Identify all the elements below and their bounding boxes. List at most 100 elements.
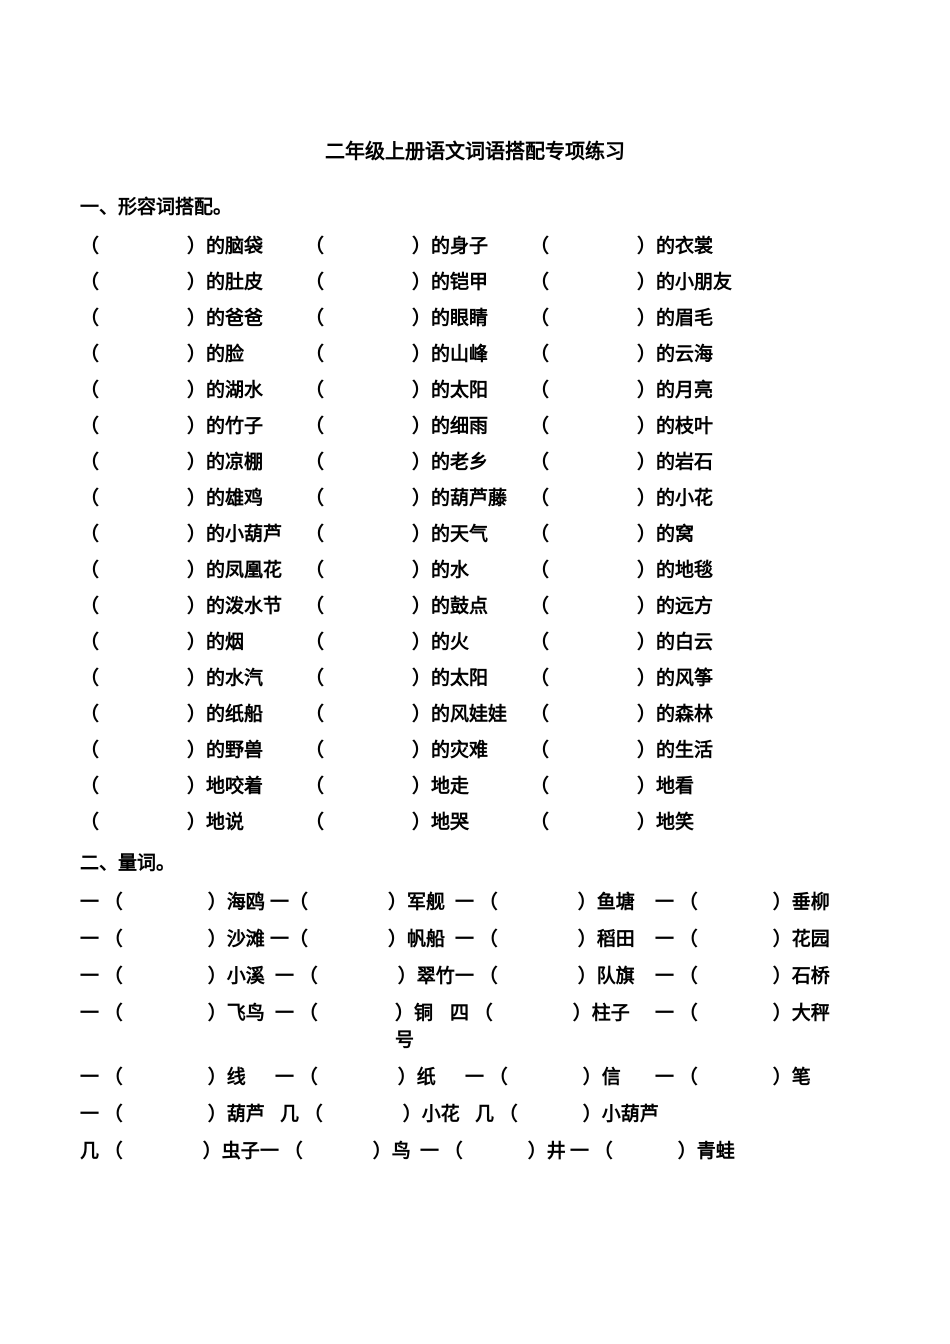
measure-noun: ）沙滩 xyxy=(208,924,265,951)
adj-row: （）的脸（）的山峰（）的云海 xyxy=(80,339,870,366)
measure-row: 几 （）虫子一 （）鸟一 （）井一 （）青蛙 xyxy=(80,1136,870,1163)
measure-noun: ）小溪 xyxy=(208,961,265,988)
adj-suffix: ）的月亮 xyxy=(637,375,713,402)
measure-noun: ）笔 xyxy=(773,1062,811,1089)
measure-noun: ）鱼塘 xyxy=(578,887,635,914)
left-paren: （ xyxy=(80,483,92,510)
measure-noun: ）队旗 xyxy=(578,961,635,988)
adj-suffix: ）的纸船 xyxy=(187,699,263,726)
left-paren: （ xyxy=(305,375,317,402)
left-paren: （ xyxy=(305,447,317,474)
adj-suffix: ）的岩石 xyxy=(637,447,713,474)
measure-noun: ）小花 xyxy=(403,1099,460,1126)
adj-cell: （ ）的湖水 xyxy=(80,375,305,402)
measure-cell: 一 （）青蛙 xyxy=(570,1136,750,1163)
left-paren: （ xyxy=(80,375,92,402)
adj-cell: （）的眉毛 xyxy=(530,303,755,330)
measure-prefix: 一 （ xyxy=(655,1062,698,1089)
adj-cell: （）的烟 xyxy=(80,627,305,654)
measure-cell: 一 （）花园 xyxy=(655,924,835,951)
measure-cell: 一 （）鸟 xyxy=(260,1136,420,1163)
adj-suffix: ）的爸爸 xyxy=(187,303,263,330)
measure-noun: ）花园 xyxy=(773,924,830,951)
measure-prefix: 一 （ xyxy=(80,998,123,1025)
adj-suffix: ）的枝叶 xyxy=(637,411,713,438)
measure-cell: 一（）军舰 xyxy=(270,887,455,914)
measure-prefix: 一 （ xyxy=(655,961,698,988)
adj-row: （）的竹子（）的细雨（）的枝叶 xyxy=(80,411,870,438)
adj-suffix: ）的小花 xyxy=(637,483,713,510)
adj-cell: （ ）的泼水节 xyxy=(80,591,305,618)
adj-cell: （）地走 xyxy=(305,771,530,798)
adj-cell: （）的肚皮 xyxy=(80,267,305,294)
measure-prefix: 一 （ xyxy=(570,1136,613,1163)
left-paren: （ xyxy=(305,699,317,726)
left-paren: （ xyxy=(80,231,92,258)
measure-cell: 一 （）铜号 xyxy=(275,998,450,1052)
left-paren: （ xyxy=(305,267,317,294)
adj-cell: （）的老乡 xyxy=(305,447,530,474)
measure-noun: ）鸟 xyxy=(373,1136,411,1163)
left-paren: （ xyxy=(530,267,542,294)
adj-suffix: ）地看 xyxy=(637,771,694,798)
adj-cell: （）的小葫芦 xyxy=(80,519,305,546)
left-paren: （ xyxy=(80,663,92,690)
adj-cell: （）的山峰 xyxy=(305,339,530,366)
measure-noun: ）石桥 xyxy=(773,961,830,988)
measure-cell: 一 （）飞鸟 xyxy=(80,998,275,1052)
adj-suffix: ）的凉棚 xyxy=(187,447,263,474)
adj-cell: （）的脸 xyxy=(80,339,305,366)
section1-body: （）的脑袋（）的身子（）的衣裳（）的肚皮（）的铠甲（）的小朋友（）的爸爸（）的眼… xyxy=(80,231,870,834)
left-paren: （ xyxy=(305,483,317,510)
measure-cell: 几 （）小花 xyxy=(280,1099,475,1126)
adj-suffix: ）的葫芦藤 xyxy=(412,483,507,510)
adj-suffix: ）的泼水节 xyxy=(187,591,282,618)
adj-cell: （）的生活 xyxy=(530,735,755,762)
measure-noun: ）翠竹 xyxy=(398,961,455,988)
measure-noun: ）井 xyxy=(528,1136,566,1163)
measure-prefix: 一 （ xyxy=(455,887,498,914)
adj-cell: （）的月亮 xyxy=(530,375,755,402)
measure-cell: 几 （）小葫芦 xyxy=(475,1099,675,1126)
left-paren: （ xyxy=(530,519,542,546)
measure-noun: ）大秤 xyxy=(773,998,830,1025)
section2-body: 一 （）海鸥一（）军舰一 （）鱼塘一 （）垂柳一 （）沙滩一（）帆船一 （）稻田… xyxy=(80,887,870,1163)
adj-cell: （）的太阳 xyxy=(305,663,530,690)
measure-prefix: 一 （ xyxy=(455,924,498,951)
adj-cell: （）的脑袋 xyxy=(80,231,305,258)
adj-row: （）的纸船（）的风娃娃（）的森林 xyxy=(80,699,870,726)
measure-prefix: 一 （ xyxy=(80,1062,123,1089)
adj-row: （）的泼水节（）的鼓点（）的远方 xyxy=(80,591,870,618)
adj-suffix: ）的肚皮 xyxy=(187,267,263,294)
measure-row: 一 （）海鸥一（）军舰一 （）鱼塘一 （）垂柳 xyxy=(80,887,870,914)
measure-cell: 一 （）信 xyxy=(465,1062,655,1089)
adj-cell: （）的凉棚 xyxy=(80,447,305,474)
adj-cell: （）地笑 xyxy=(530,807,755,834)
left-paren: （ xyxy=(305,555,317,582)
measure-cell: 一 （）队旗 xyxy=(455,961,655,988)
adj-suffix: ）的湖水 xyxy=(187,375,263,402)
adj-row: （）的水汽（）的太阳（）的风筝 xyxy=(80,663,870,690)
adj-suffix: ）的窝 xyxy=(637,519,694,546)
left-paren: （ xyxy=(305,771,317,798)
adj-cell: （）的灾难 xyxy=(305,735,530,762)
adj-suffix: ）的铠甲 xyxy=(412,267,488,294)
adj-cell: （）的地毯 xyxy=(530,555,755,582)
adj-cell: （）的远方 xyxy=(530,591,755,618)
measure-prefix: 一 （ xyxy=(275,1062,318,1089)
adj-suffix: ）的天气 xyxy=(412,519,488,546)
adj-cell: （）的风筝 xyxy=(530,663,755,690)
adj-row: （）的凤凰花（）的水（）的地毯 xyxy=(80,555,870,582)
adj-cell: （）的太阳 xyxy=(305,375,530,402)
adj-cell: （）的衣裳 xyxy=(530,231,755,258)
measure-prefix: 一 （ xyxy=(275,961,318,988)
left-paren: （ xyxy=(80,303,92,330)
adj-suffix: ）的生活 xyxy=(637,735,713,762)
adj-row: （）的小葫芦（）的天气（）的窝 xyxy=(80,519,870,546)
left-paren: （ xyxy=(80,735,92,762)
adj-cell: （）的岩石 xyxy=(530,447,755,474)
left-paren: （ xyxy=(80,591,92,618)
measure-noun: ）铜号 xyxy=(395,998,450,1052)
measure-prefix: 四 （ xyxy=(450,998,493,1025)
left-paren: （ xyxy=(80,519,92,546)
